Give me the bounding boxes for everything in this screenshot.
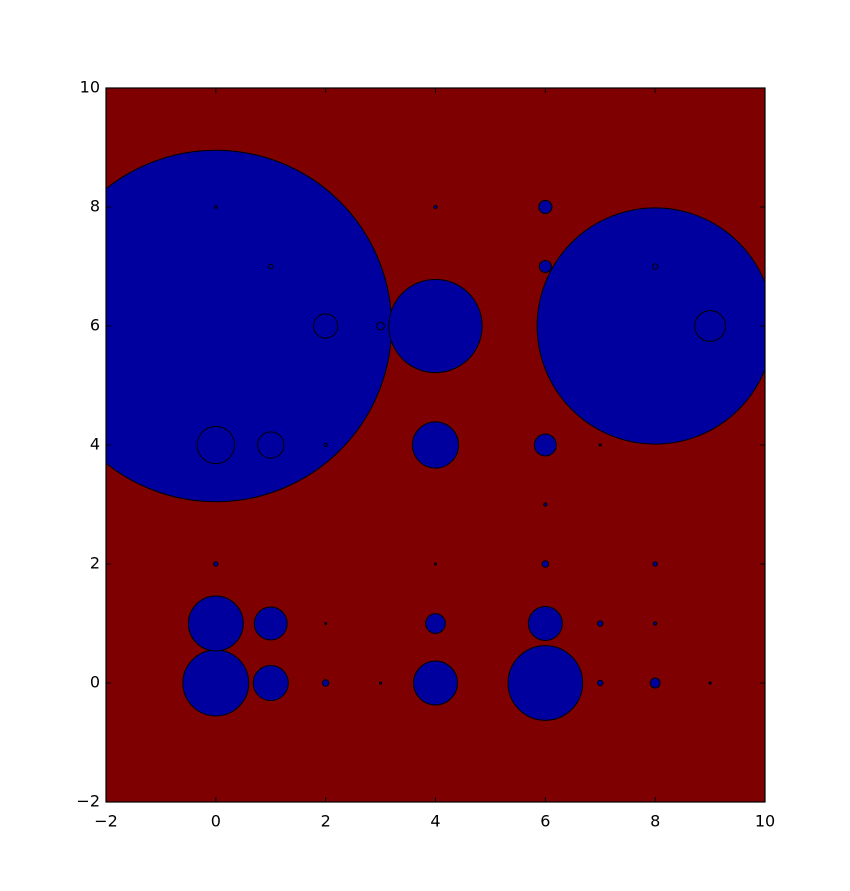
bubble-layer (106, 149, 765, 721)
data-point (425, 613, 446, 634)
data-point (536, 207, 765, 445)
data-point (598, 443, 602, 447)
data-point (652, 561, 658, 567)
x-tick-label: 8 (650, 812, 660, 831)
data-point (541, 560, 550, 568)
data-point (187, 595, 244, 652)
data-point (313, 313, 339, 339)
data-point (378, 681, 383, 685)
data-point (694, 310, 726, 342)
data-point (376, 321, 385, 331)
data-point (257, 431, 285, 459)
data-point (433, 204, 438, 210)
y-tick-label: 2 (90, 554, 100, 573)
data-point (538, 199, 553, 215)
data-point (324, 622, 328, 625)
data-point (182, 649, 250, 717)
y-tick-label: 8 (90, 197, 100, 216)
x-tick-label: 0 (211, 812, 221, 831)
x-tick-label: 6 (540, 812, 550, 831)
data-point (651, 263, 659, 270)
x-tick-label: 10 (755, 812, 775, 831)
data-point (321, 679, 330, 687)
y-tick-label: 10 (80, 78, 100, 97)
x-tick-label: 4 (430, 812, 440, 831)
data-point (388, 278, 483, 374)
x-tick-label: −2 (94, 812, 118, 831)
data-point (527, 605, 563, 642)
data-point (323, 442, 328, 448)
data-point (413, 660, 458, 706)
data-point (213, 205, 218, 209)
data-point (653, 621, 658, 626)
data-point (253, 606, 288, 641)
data-point (252, 664, 289, 702)
data-point (411, 421, 460, 469)
data-point (649, 677, 661, 689)
data-point (196, 425, 236, 465)
x-tick-label: 2 (321, 812, 331, 831)
y-tick-label: −2 (76, 792, 100, 811)
tick-layer: −2 0 2 4 6 8 10 −2 0 2 4 6 8 10 (76, 78, 775, 831)
data-point (538, 259, 552, 274)
y-tick-label: 0 (90, 673, 100, 692)
data-point (597, 679, 604, 687)
data-point (597, 620, 604, 627)
data-point (434, 562, 437, 566)
data-point (543, 502, 548, 507)
data-point (708, 681, 712, 685)
y-tick-label: 4 (90, 435, 100, 454)
data-point (213, 561, 219, 567)
data-point (507, 645, 584, 721)
data-point (533, 433, 557, 457)
y-tick-label: 6 (90, 316, 100, 335)
data-point (268, 263, 274, 270)
